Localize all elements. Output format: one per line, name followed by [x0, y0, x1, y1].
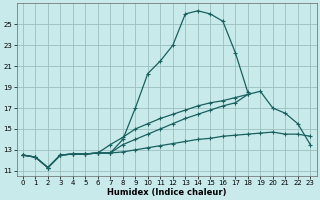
X-axis label: Humidex (Indice chaleur): Humidex (Indice chaleur)	[107, 188, 226, 197]
